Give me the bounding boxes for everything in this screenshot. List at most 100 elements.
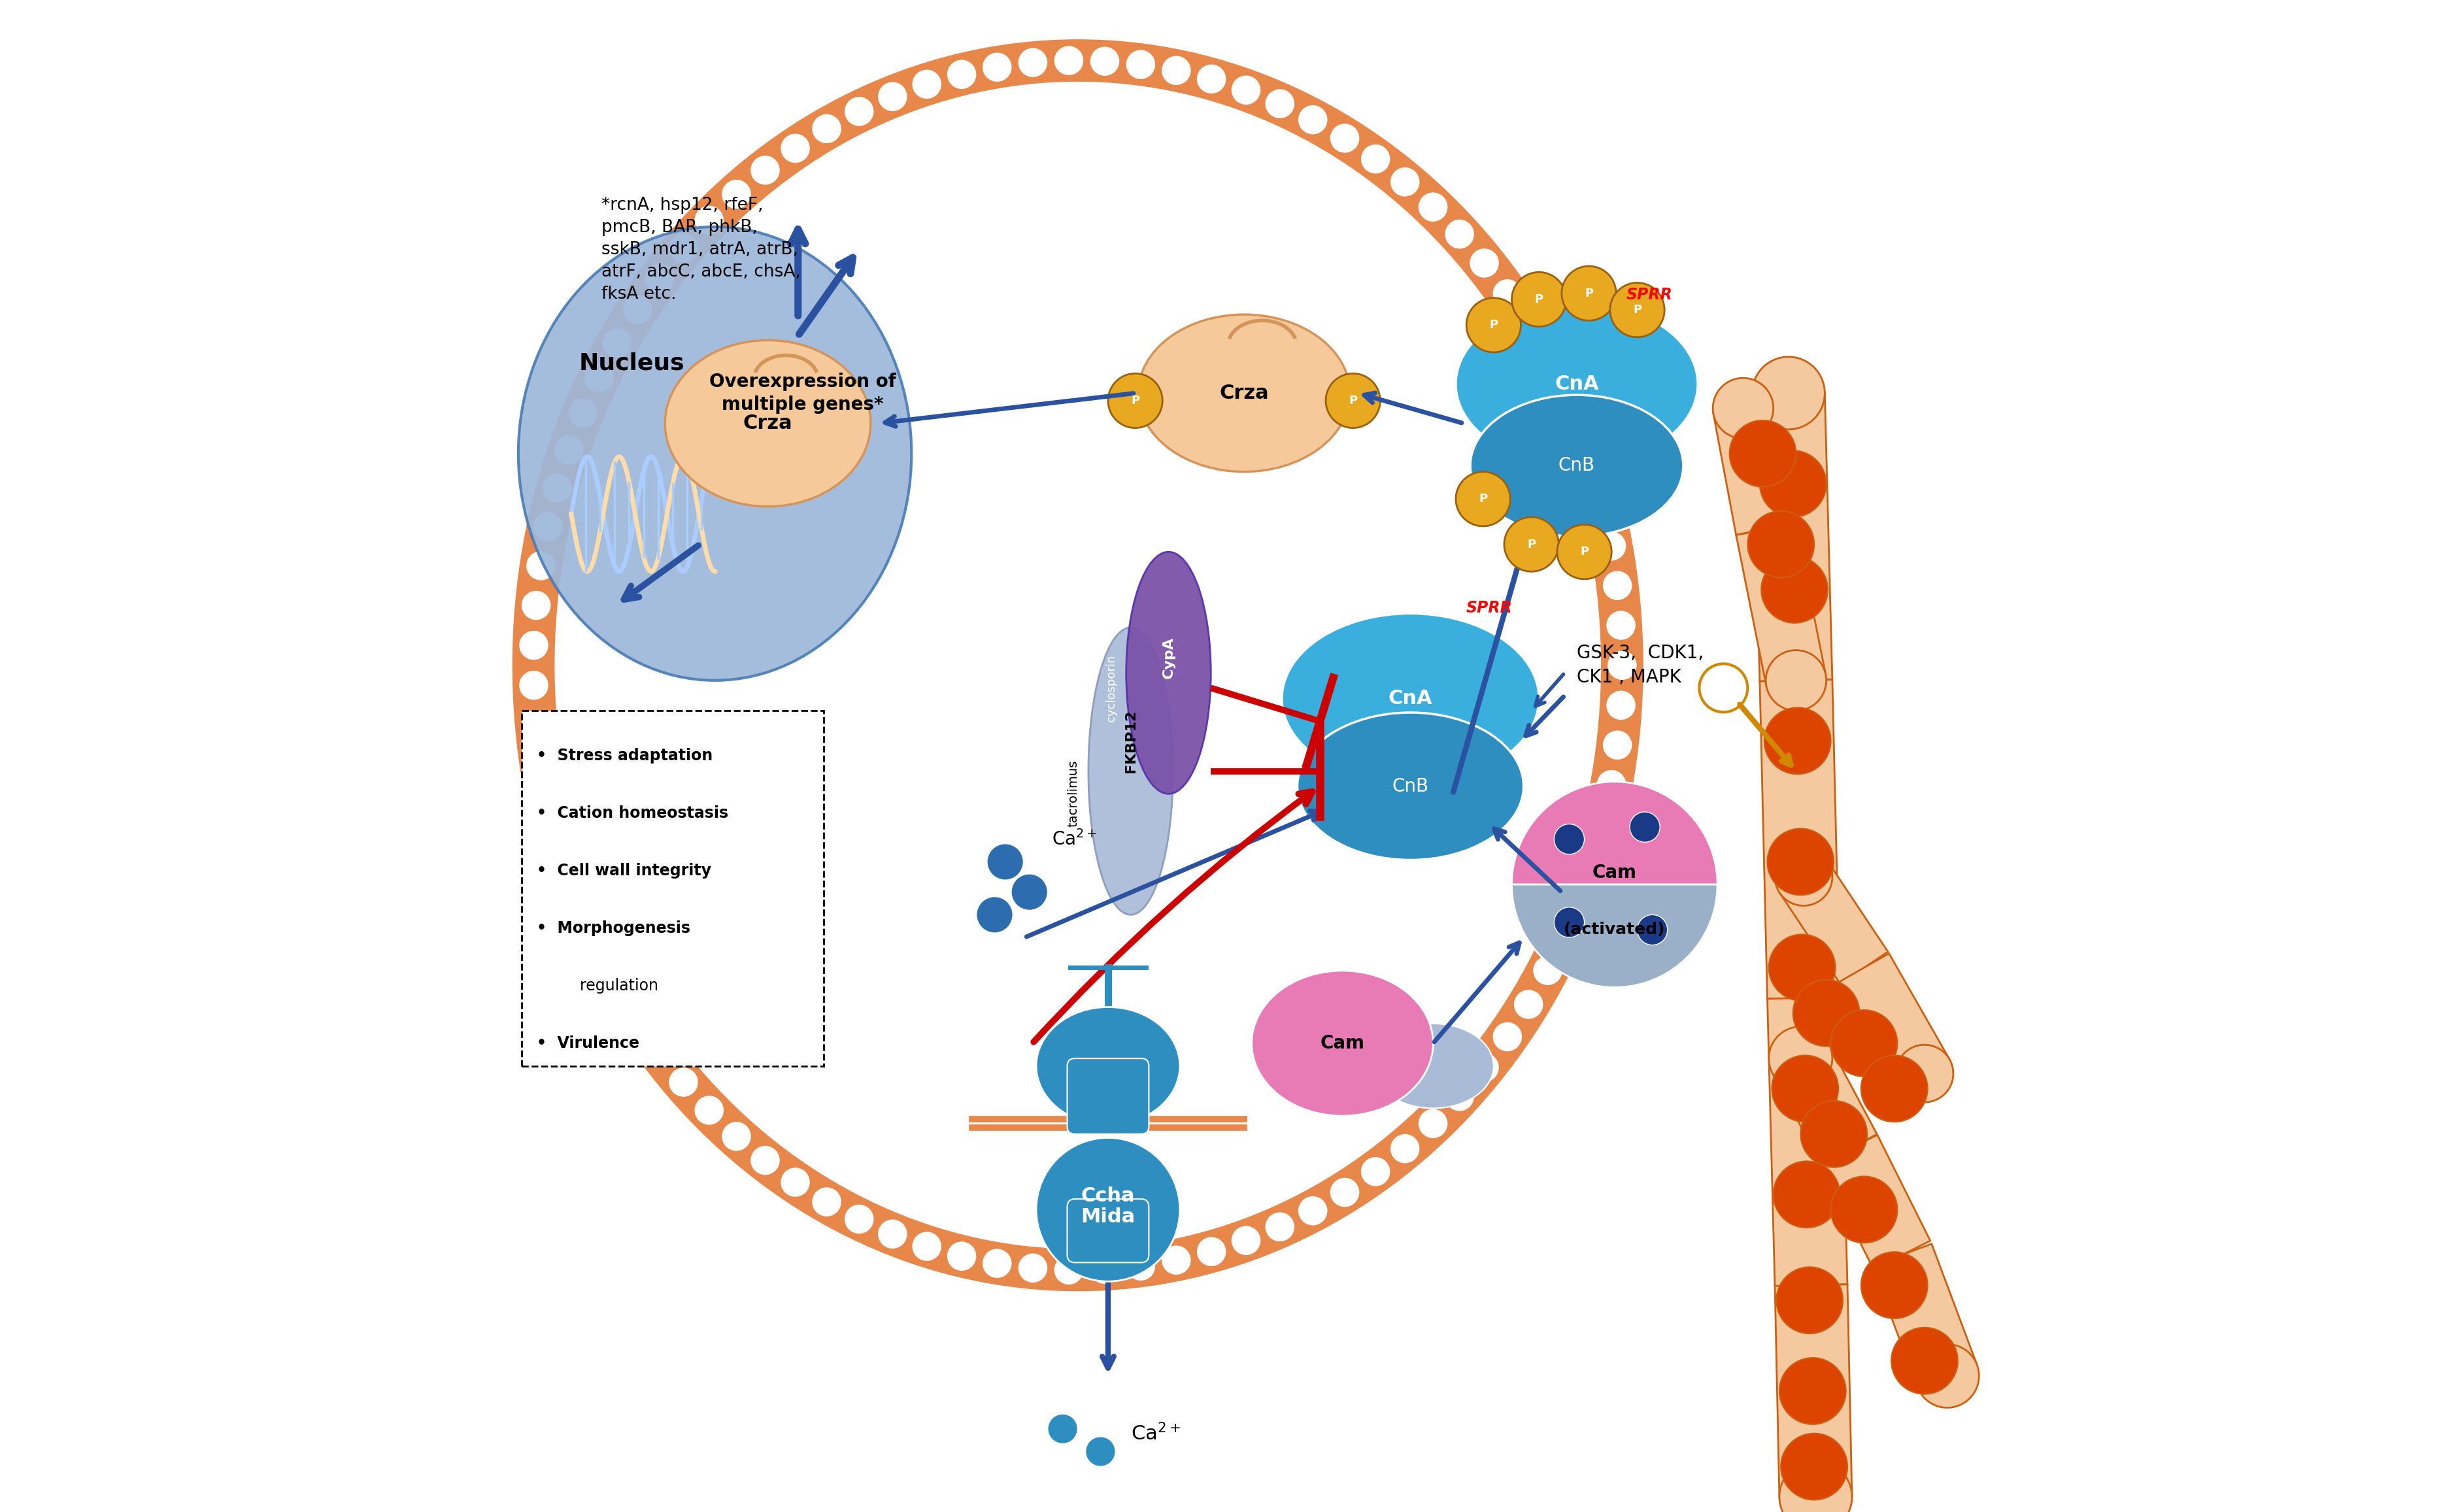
Circle shape — [1605, 689, 1637, 721]
Circle shape — [1767, 829, 1834, 895]
Circle shape — [1566, 416, 1595, 446]
Text: P: P — [1526, 538, 1536, 550]
Circle shape — [1730, 420, 1797, 487]
Circle shape — [1772, 1055, 1839, 1122]
Circle shape — [1561, 266, 1615, 321]
Text: (activated): (activated) — [1563, 922, 1667, 937]
Text: •  Cation homeostasis: • Cation homeostasis — [536, 806, 728, 821]
Circle shape — [585, 937, 614, 968]
Circle shape — [981, 1247, 1013, 1279]
Text: CnA: CnA — [1553, 375, 1598, 393]
Text: Ccha
Mida: Ccha Mida — [1082, 1187, 1136, 1226]
Circle shape — [811, 113, 843, 144]
Circle shape — [750, 1145, 779, 1176]
Ellipse shape — [1037, 1139, 1180, 1282]
Circle shape — [946, 59, 976, 89]
Text: P: P — [1632, 304, 1642, 316]
Circle shape — [543, 473, 573, 503]
Ellipse shape — [556, 83, 1600, 1247]
Text: CnB: CnB — [1391, 777, 1428, 795]
Text: SPRR: SPRR — [1465, 600, 1512, 615]
FancyArrowPatch shape — [1364, 393, 1463, 423]
Ellipse shape — [1126, 552, 1212, 794]
Circle shape — [526, 550, 556, 581]
Circle shape — [1086, 1436, 1116, 1467]
Circle shape — [521, 711, 551, 741]
FancyBboxPatch shape — [1067, 1058, 1148, 1134]
Circle shape — [1418, 192, 1448, 222]
Text: P: P — [1490, 319, 1497, 331]
Ellipse shape — [511, 39, 1644, 1291]
Ellipse shape — [1283, 614, 1539, 783]
Polygon shape — [1772, 1043, 1878, 1164]
Circle shape — [1595, 770, 1627, 800]
Circle shape — [1698, 664, 1748, 712]
Text: P: P — [1131, 395, 1141, 407]
FancyArrowPatch shape — [885, 393, 1133, 426]
Circle shape — [720, 178, 752, 210]
Circle shape — [1605, 609, 1637, 641]
FancyArrowPatch shape — [1453, 537, 1529, 792]
Ellipse shape — [1251, 971, 1433, 1116]
Circle shape — [1445, 219, 1475, 249]
Circle shape — [1595, 531, 1627, 561]
Polygon shape — [1735, 523, 1826, 686]
Circle shape — [644, 263, 676, 293]
Text: P: P — [1480, 493, 1487, 505]
Polygon shape — [1873, 1244, 1976, 1387]
Text: Nucleus: Nucleus — [580, 352, 686, 373]
FancyArrowPatch shape — [1035, 791, 1313, 1042]
Circle shape — [1630, 812, 1659, 842]
Ellipse shape — [1037, 1007, 1180, 1125]
FancyArrowPatch shape — [1494, 829, 1561, 891]
Circle shape — [1054, 45, 1084, 76]
Circle shape — [1010, 874, 1047, 910]
Circle shape — [1588, 809, 1617, 839]
FancyBboxPatch shape — [1067, 1199, 1148, 1263]
Circle shape — [1566, 885, 1595, 915]
Circle shape — [1770, 1027, 1831, 1090]
Circle shape — [779, 133, 811, 163]
Circle shape — [568, 398, 597, 428]
Text: Crza: Crza — [1219, 384, 1268, 402]
Text: •  Virulence: • Virulence — [536, 1036, 639, 1051]
Circle shape — [1760, 451, 1826, 517]
Circle shape — [1418, 1108, 1448, 1139]
Text: •  Stress adaptation: • Stress adaptation — [536, 748, 713, 764]
FancyArrowPatch shape — [1740, 705, 1792, 765]
Ellipse shape — [1455, 302, 1698, 466]
Wedge shape — [1512, 885, 1718, 987]
Circle shape — [1588, 491, 1617, 522]
Circle shape — [1762, 556, 1829, 623]
Circle shape — [912, 70, 941, 100]
Circle shape — [622, 295, 654, 325]
Wedge shape — [1512, 782, 1718, 885]
Ellipse shape — [1138, 314, 1349, 472]
Circle shape — [1359, 144, 1391, 174]
FancyArrowPatch shape — [791, 230, 806, 316]
Text: Crza: Crza — [742, 414, 791, 432]
Ellipse shape — [1470, 395, 1684, 537]
Text: FKBP12: FKBP12 — [1123, 709, 1138, 773]
Wedge shape — [1585, 839, 1657, 877]
Circle shape — [1018, 1253, 1047, 1284]
Circle shape — [1610, 283, 1664, 337]
FancyBboxPatch shape — [521, 711, 823, 1066]
Circle shape — [1455, 472, 1509, 526]
Polygon shape — [1775, 1284, 1851, 1498]
Ellipse shape — [666, 340, 870, 507]
Circle shape — [1492, 1022, 1522, 1052]
Text: •  Morphogenesis: • Morphogenesis — [536, 921, 691, 936]
Text: CnB: CnB — [1558, 457, 1595, 475]
Circle shape — [1765, 650, 1826, 711]
Circle shape — [1556, 525, 1612, 579]
Circle shape — [669, 1067, 698, 1098]
Circle shape — [602, 328, 632, 358]
Ellipse shape — [1298, 712, 1524, 860]
Circle shape — [543, 827, 573, 857]
Text: Overexpression of
multiple genes*: Overexpression of multiple genes* — [710, 372, 897, 414]
Text: Ca$^{2+}$: Ca$^{2+}$ — [1052, 830, 1096, 848]
Ellipse shape — [1372, 1024, 1494, 1108]
Text: Ca$^{2+}$: Ca$^{2+}$ — [1131, 1423, 1180, 1444]
Circle shape — [1578, 454, 1608, 484]
